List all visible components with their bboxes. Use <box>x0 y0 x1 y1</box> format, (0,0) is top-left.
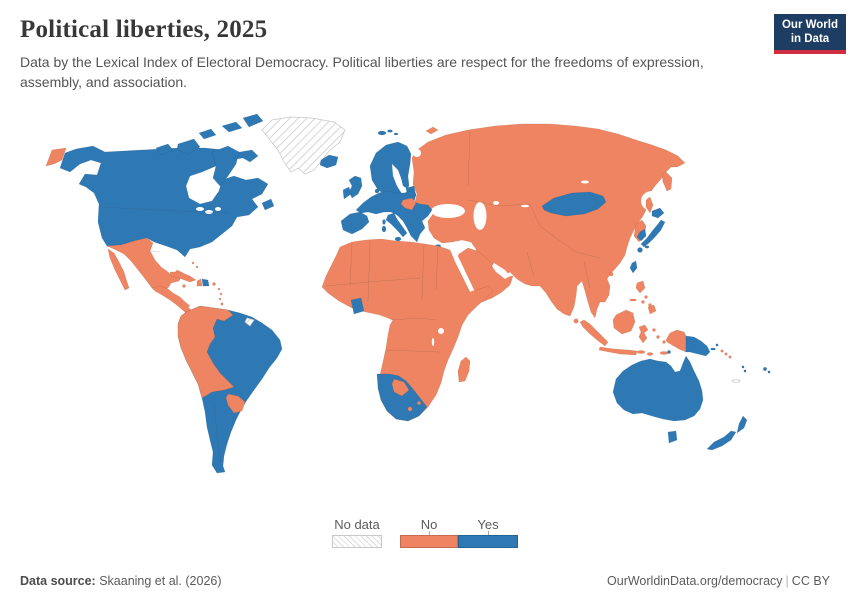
region-east-asia[interactable] <box>541 191 666 274</box>
region-southeast-asia[interactable] <box>579 280 687 356</box>
legend-no-label: No <box>420 517 438 532</box>
legend: No data No Yes <box>0 514 850 554</box>
country-borders <box>101 131 601 463</box>
region-europe[interactable] <box>340 141 442 250</box>
footer: Data source: Skaaning et al. (2026) OurW… <box>0 574 850 588</box>
footer-source-label: Data source: <box>20 574 96 588</box>
page-title: Political liberties, 2025 <box>20 16 268 43</box>
region-africa[interactable] <box>321 238 494 422</box>
legend-tick-yes <box>488 531 489 535</box>
world-map[interactable] <box>0 106 850 510</box>
legend-yes-label: Yes <box>477 517 499 532</box>
region-north-america[interactable] <box>59 113 275 258</box>
legend-yes-swatch[interactable] <box>458 535 518 548</box>
legend-tick-no <box>429 531 430 535</box>
owid-logo[interactable]: Our World in Data <box>774 14 846 54</box>
region-central-america[interactable] <box>45 147 224 314</box>
footer-links: OurWorldinData.org/democracy | CC BY <box>607 574 830 588</box>
footer-source-value: Skaaning et al. (2026) <box>95 574 222 588</box>
region-south-america[interactable] <box>177 305 283 474</box>
owid-logo-line2: in Data <box>790 33 830 46</box>
footer-source: Data source: Skaaning et al. (2026) <box>20 574 222 588</box>
legend-no-data-swatch[interactable] <box>332 535 382 548</box>
page-subtitle: Data by the Lexical Index of Electoral D… <box>20 54 704 91</box>
legend-no-swatch[interactable] <box>400 535 458 548</box>
region-asia[interactable] <box>411 123 686 324</box>
region-oceania[interactable] <box>612 335 771 451</box>
legend-no-data-label: No data <box>334 517 380 532</box>
region-iceland[interactable] <box>319 129 399 169</box>
footer-divider: | <box>785 574 789 588</box>
footer-url-link[interactable]: OurWorldinData.org/democracy <box>607 574 783 588</box>
owid-logo-line1: Our World <box>781 19 838 31</box>
footer-license: CC BY <box>791 574 830 588</box>
